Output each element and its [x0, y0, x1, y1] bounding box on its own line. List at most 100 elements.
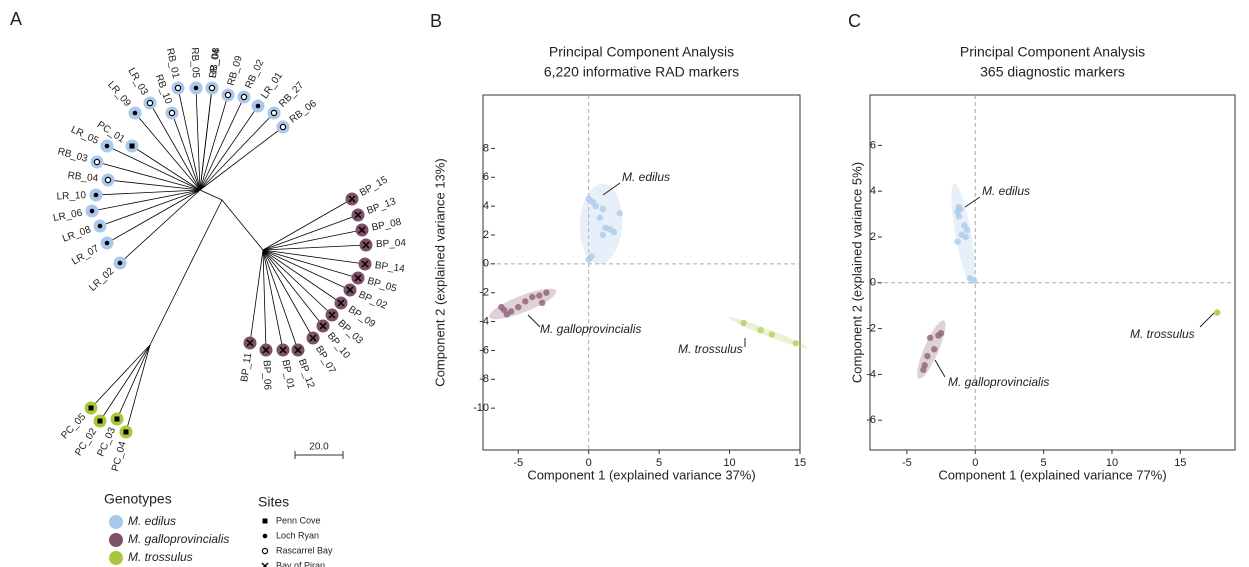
chart-title: Principal Component Analysis [549, 44, 734, 60]
legend-label: Bay of Piran [276, 560, 325, 567]
site-symbol [328, 311, 336, 319]
tree-branch [131, 145, 201, 191]
point [515, 303, 522, 311]
y-tick-label: 0 [483, 258, 489, 270]
site-symbol [104, 176, 112, 184]
leaf-label: RB_08 [208, 47, 223, 79]
annotation: M. edilus [982, 184, 1030, 198]
site-symbol [117, 260, 123, 266]
legend-marker [109, 533, 123, 547]
tree-branch [116, 344, 151, 420]
leaf-label: PC_04 [110, 440, 129, 473]
legend-label: M. trossulus [128, 550, 193, 564]
leaf-label: LR_09 [105, 79, 133, 109]
plot-frame [482, 94, 801, 451]
site-symbol [262, 562, 269, 567]
tree-branch [249, 249, 264, 344]
leaf-label: BP_05 [366, 276, 398, 295]
site-symbol [174, 84, 182, 92]
x-tick-label: 10 [1106, 457, 1118, 469]
y-tick-label: 6 [870, 139, 876, 151]
site-symbol [93, 158, 101, 166]
leaf-label: BP_13 [366, 196, 398, 217]
tree-branch [107, 179, 201, 191]
site-symbol [358, 226, 366, 234]
annotation-leader [1199, 312, 1215, 328]
site-symbol [97, 223, 103, 229]
annotation-leader [934, 359, 946, 378]
tree-branch [119, 189, 201, 264]
point [757, 327, 764, 334]
site-symbol [354, 211, 362, 219]
y-tick-label: 6 [483, 171, 489, 183]
x-axis-label: Component 1 (explained variance 37%) [527, 467, 755, 482]
tree-branch [90, 344, 151, 409]
leaf-label: LR_06 [52, 208, 83, 225]
site-symbol [129, 143, 135, 149]
site-symbol [89, 208, 95, 214]
y-tick-label: -10 [473, 402, 489, 414]
tree-branch [262, 249, 333, 316]
chart-subtitle: 6,220 informative RAD markers [544, 64, 739, 80]
site-symbol [88, 405, 94, 411]
site-symbol [361, 260, 369, 268]
point [768, 331, 776, 338]
y-tick-label: -2 [866, 323, 876, 335]
panel-label: A [10, 9, 22, 29]
site-symbol [255, 103, 261, 109]
site-symbol [337, 299, 345, 307]
tree-branch [262, 249, 284, 351]
chart-subtitle: 365 diagnostic markers [980, 64, 1125, 80]
point [592, 202, 599, 210]
site-symbol [319, 322, 327, 330]
y-tick-label: 0 [870, 277, 876, 289]
tree-branch [195, 87, 201, 191]
site-symbol [104, 143, 110, 149]
y-tick-label: -6 [479, 344, 489, 356]
leaf-label: BP_15 [358, 174, 390, 199]
site-symbol [208, 84, 216, 92]
tree-branch [199, 87, 213, 191]
y-tick-label: 8 [483, 142, 489, 154]
tree-branch [221, 199, 264, 251]
site-symbol [354, 274, 362, 282]
point [921, 362, 928, 369]
tree-branch [199, 105, 259, 191]
x-axis-label: Component 1 (explained variance 77%) [938, 467, 1166, 482]
point [955, 213, 963, 220]
point [529, 293, 536, 301]
tree-branch [262, 214, 359, 251]
site-symbol [193, 85, 199, 91]
chart-title: Principal Component Analysis [960, 44, 1145, 60]
point [498, 303, 505, 311]
point [596, 214, 604, 221]
point [1214, 309, 1221, 316]
y-axis-label: Component 2 (explained variance 5%) [849, 162, 864, 383]
x-tick-label: 0 [586, 457, 592, 469]
point [536, 292, 543, 299]
site-symbol [362, 241, 370, 249]
legend-marker [109, 515, 123, 529]
leaf-label: RB_02 [243, 58, 266, 91]
tree-branch [91, 189, 201, 212]
site-symbol [261, 547, 269, 555]
leaf-label: BP_11 [239, 352, 254, 383]
tree-branch [134, 112, 201, 191]
legend-marker [109, 551, 123, 565]
leaf-label: BP_02 [357, 289, 389, 312]
point [599, 205, 606, 213]
leaf-label: LR_07 [70, 243, 101, 267]
site-symbol [168, 109, 176, 117]
x-tick-label: 5 [656, 457, 662, 469]
point [507, 308, 515, 315]
leaf-label: LR_10 [56, 190, 86, 202]
site-symbol [246, 339, 254, 347]
site-symbol [132, 110, 138, 116]
site-symbol [309, 334, 317, 342]
y-tick-label: -4 [479, 315, 489, 327]
point [926, 334, 934, 341]
legend-label: Rascarrel Bay [276, 545, 333, 555]
tree-branch [99, 189, 201, 227]
tree-branch [96, 161, 201, 191]
